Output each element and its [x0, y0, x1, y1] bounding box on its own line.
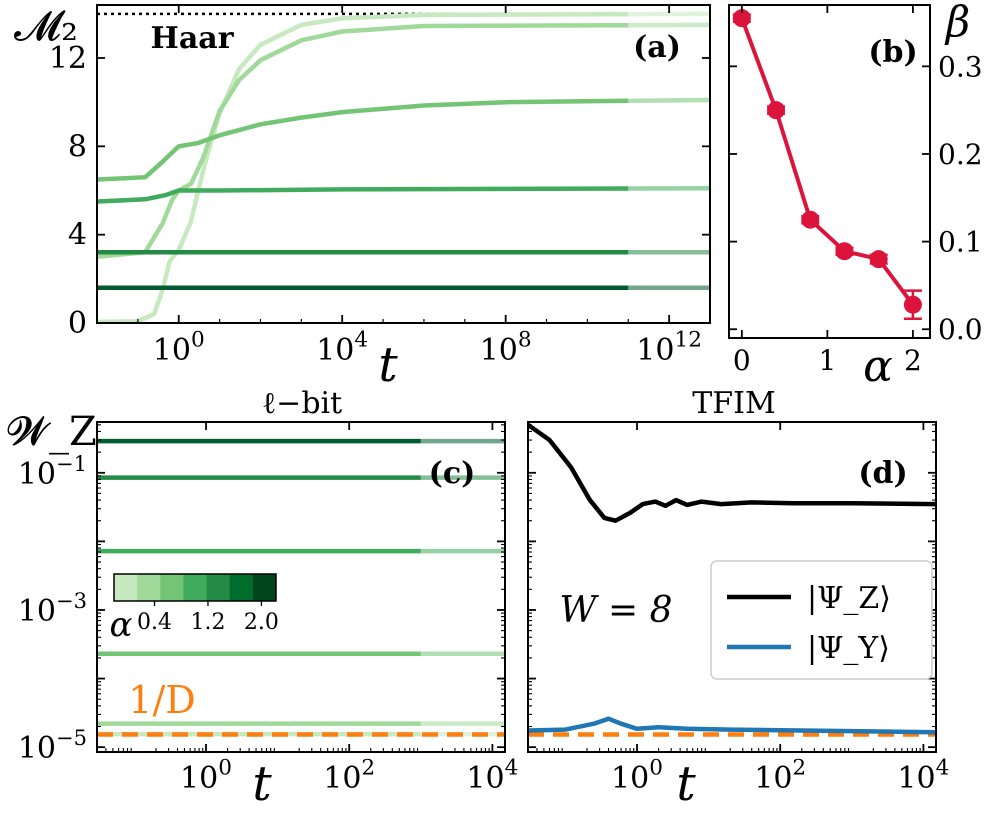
colorbar-cell	[229, 574, 254, 601]
title-d: TFIM	[692, 386, 775, 421]
panel-c-frame	[96, 421, 506, 753]
legend-box	[710, 560, 933, 680]
ref-label-c: 1/D	[128, 678, 195, 722]
series-a-1.2	[97, 186, 629, 204]
ytick-label-a: 0	[68, 306, 87, 341]
series-a-0.8	[97, 98, 629, 182]
panel-a: 0 4 8 12 100 104 108 1012 Haar (a) 𝓜₂ t	[14, 1, 711, 393]
panel-label-d: (d)	[858, 456, 907, 491]
ylabel-b: β	[944, 0, 970, 46]
point-b	[835, 242, 854, 261]
ylabel-a: 𝓜₂	[14, 1, 78, 50]
colorbar-label: α	[110, 605, 133, 645]
panel-d-xtick-label: 104	[897, 756, 949, 797]
ytick-label-c: 10−1	[18, 452, 87, 492]
legend-label: |Ψ_Z⟩	[807, 581, 891, 616]
title-c: ℓ−bit	[262, 386, 342, 421]
point-b	[903, 295, 922, 314]
panel-d-xtick-label: 102	[754, 756, 806, 797]
xtick-label-a: 1012	[636, 328, 702, 369]
xlabel-c: t	[252, 756, 272, 812]
colorbar-cell	[160, 574, 184, 601]
colorbar-frame	[113, 573, 277, 602]
legend-label: |Ψ_Y⟩	[807, 631, 890, 666]
xtick-label-a: 104	[316, 328, 368, 369]
xlabel-a: t	[378, 337, 398, 393]
series-a-0.4	[97, 22, 629, 260]
panel-c: 100 102 104 10−1 10−3 10−5 0.4 1.2 2.0 α 1/D (c) ℓ−b…	[7, 386, 518, 812]
beta-line	[739, 17, 915, 306]
series-psi-z	[528, 422, 936, 523]
xlabel-b: α	[863, 341, 893, 392]
panel-b: 0.0 0.1 0.2 0.3 0 1 2 (b) β α	[728, 0, 983, 392]
colorbar-cell	[114, 574, 138, 601]
xtick-label-a: 108	[480, 328, 532, 369]
frame-b	[728, 4, 931, 339]
panel-label-a: (a)	[633, 30, 681, 65]
colorbar-cell	[252, 574, 277, 601]
colorbar-cell	[183, 574, 208, 601]
point-b	[801, 210, 820, 229]
panel-label-c: (c)	[429, 456, 476, 491]
colorbar-tick-label: 2.0	[244, 610, 279, 635]
point-b	[767, 101, 786, 120]
point-b	[869, 250, 888, 269]
ytick-label-a: 8	[68, 129, 87, 164]
haar-label: Haar	[150, 21, 234, 56]
ytick-label-b: 0.2	[938, 138, 983, 171]
panel-d-frame	[527, 421, 937, 753]
panel-c-xtick-label: 100	[180, 756, 232, 797]
panel-d-xtick-label: 100	[611, 756, 663, 797]
ytick-label-c: 10−5	[18, 726, 87, 766]
ylabel-c: 𝓦_Z	[7, 409, 97, 455]
annotation-d: W = 8	[560, 590, 673, 631]
ytick-label-b: 0.0	[938, 313, 983, 346]
plot-a	[97, 11, 710, 323]
xlabel-d: t	[676, 756, 696, 812]
colorbar-tick-label: 1.2	[190, 610, 225, 635]
panel-d: 100 102 104 (d) TFIM t W = 8 |Ψ_Z⟩ |Ψ_Y⟩	[527, 386, 949, 812]
series-a-0	[97, 11, 629, 323]
series-a-0.8-tail	[628, 97, 710, 104]
xtick-label-b: 0	[733, 344, 751, 377]
colorbar-cell	[206, 574, 231, 601]
panel-d-plot	[528, 422, 936, 737]
xtick-label-a: 100	[153, 328, 205, 369]
point-b	[732, 9, 751, 28]
colorbar-cell	[137, 574, 161, 601]
frame-a	[96, 4, 711, 324]
ytick-label-b: 0.3	[938, 50, 983, 83]
series-psi-y	[528, 716, 936, 735]
xtick-label-b: 1	[818, 344, 836, 377]
ytick-label-a: 12	[49, 41, 87, 76]
panel-c-xtick-label: 102	[323, 756, 375, 797]
panel-c-xtick-label: 104	[466, 756, 518, 797]
ytick-label-c: 10−3	[18, 589, 87, 629]
panel-label-b: (b)	[868, 35, 917, 70]
panel-c-plot	[97, 438, 505, 737]
colorbar-tick-label: 0.4	[137, 610, 172, 635]
xtick-label-b: 2	[904, 344, 922, 377]
ytick-label-a: 4	[68, 218, 87, 253]
ytick-label-b: 0.1	[938, 226, 983, 259]
